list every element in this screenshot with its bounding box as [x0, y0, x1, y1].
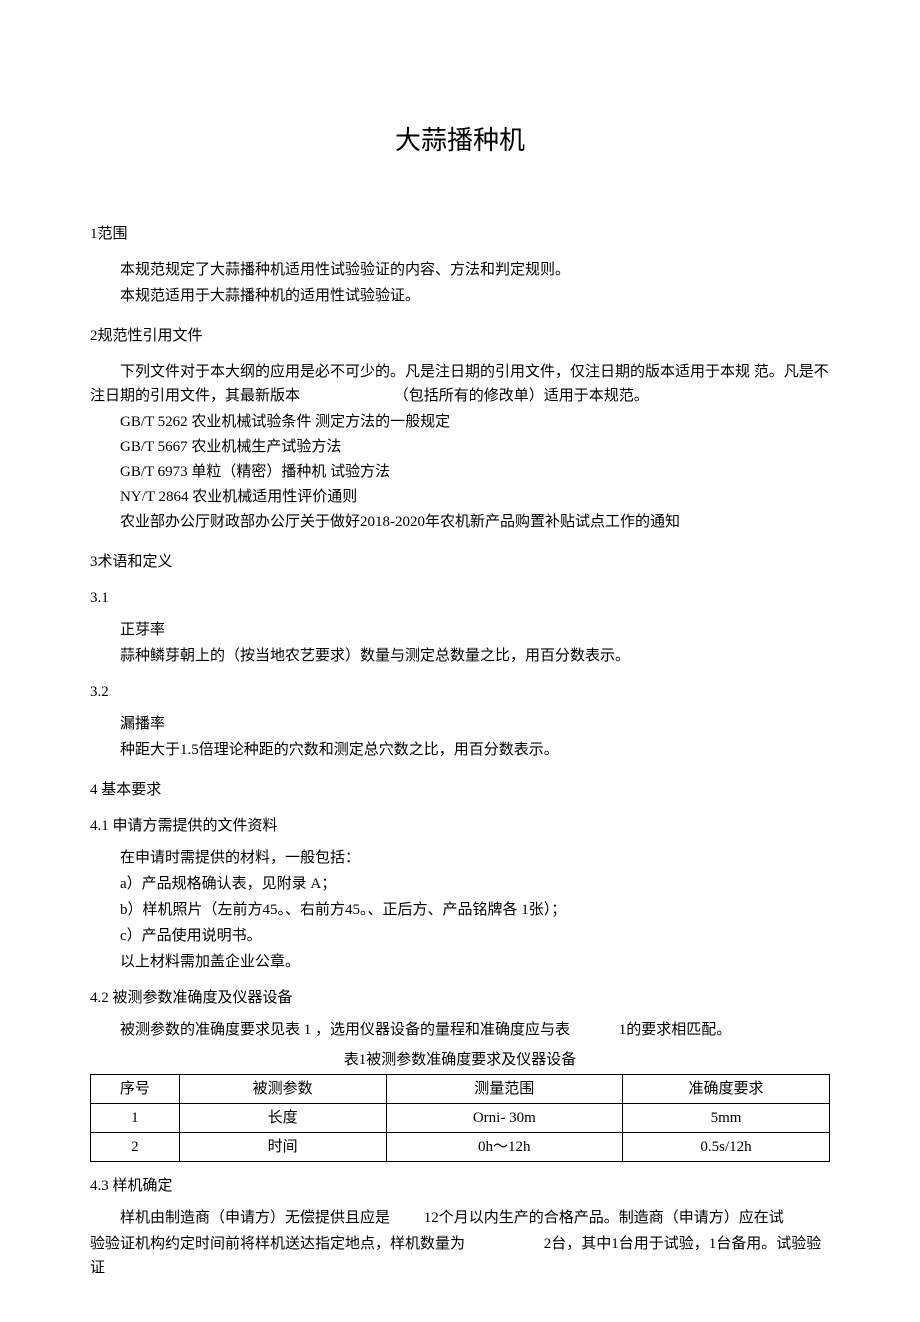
- table-header-row: 序号 被测参数 测量范围 准确度要求: [91, 1074, 830, 1103]
- s2-ref-0: GB/T 5262 农业机械试验条件 测定方法的一般规定: [90, 410, 830, 434]
- s2-ref-1: GB/T 5667 农业机械生产试验方法: [90, 435, 830, 459]
- s4-2-heading: 4.2 被测参数准确度及仪器设备: [90, 986, 830, 1010]
- th-acc: 准确度要求: [623, 1074, 830, 1103]
- cell-1-3: 5mm: [623, 1103, 830, 1132]
- cell-1-1: 长度: [179, 1103, 386, 1132]
- s4-1-c: c）产品使用说明书。: [90, 924, 830, 948]
- th-param: 被测参数: [179, 1074, 386, 1103]
- s4-3-p2-a: 验验证机构约定时间前将样机送达指定地点，样机数量为: [90, 1236, 465, 1252]
- s2-intro-b: （包括所有的修改单）适用于本规范。: [304, 388, 649, 404]
- cell-2-2: 0h～12h: [386, 1132, 622, 1161]
- th-seq: 序号: [91, 1074, 180, 1103]
- s4-1-heading: 4.1 申请方需提供的文件资料: [90, 814, 830, 838]
- s2-ref-4: 农业部办公厅财政部办公厅关于做好2018-2020年农机新产品购置补贴试点工作的…: [90, 510, 830, 534]
- s3-2-def: 种距大于1.5倍理论种距的穴数和测定总穴数之比，用百分数表示。: [90, 738, 830, 762]
- th-range: 测量范围: [386, 1074, 622, 1103]
- s4-1-b: b）样机照片（左前方45。、右前方45。、正后方、产品铭牌各 1张）；: [90, 898, 830, 922]
- s4-2-p: 被测参数的准确度要求见表 1 ，选用仪器设备的量程和准确度应与表 1的要求相匹配…: [90, 1018, 830, 1042]
- table-row: 2 时间 0h～12h 0.5s/12h: [91, 1132, 830, 1161]
- s4-2-p-a: 被测参数的准确度要求见表 1 ，选用仪器设备的量程和准确度应与表: [120, 1022, 570, 1038]
- s4-2-p-b: 1的要求相匹配。: [574, 1022, 732, 1038]
- s3-2-name: 漏播率: [90, 712, 830, 736]
- s4-1-foot: 以上材料需加盖企业公章。: [90, 950, 830, 974]
- cell-2-1: 时间: [179, 1132, 386, 1161]
- section-3-heading: 3术语和定义: [90, 550, 830, 574]
- cell-2-3: 0.5s/12h: [623, 1132, 830, 1161]
- s4-3-p1-b: 12个月以内生产的合格产品。制造商（申请方）应在试: [394, 1210, 784, 1226]
- s4-3-heading: 4.3 样机确定: [90, 1174, 830, 1198]
- s1-p2: 本规范适用于大蒜播种机的适用性试验验证。: [90, 284, 830, 308]
- s3-1-num: 3.1: [90, 586, 830, 610]
- s2-ref-2: GB/T 6973 单粒（精密）播种机 试验方法: [90, 460, 830, 484]
- s2-intro: 下列文件对于本大纲的应用是必不可少的。凡是注日期的引用文件，仅注日期的版本适用于…: [90, 360, 830, 408]
- doc-title: 大蒜播种机: [90, 120, 830, 162]
- s2-ref-3: NY/T 2864 农业机械适用性评价通则: [90, 485, 830, 509]
- cell-1-0: 1: [91, 1103, 180, 1132]
- table1-caption: 表1被测参数准确度要求及仪器设备: [90, 1048, 830, 1072]
- s4-1-a: a）产品规格确认表，见附录 A；: [90, 872, 830, 896]
- table-row: 1 长度 Orni- 30m 5mm: [91, 1103, 830, 1132]
- section-4-heading: 4 基本要求: [90, 778, 830, 802]
- cell-1-2: Orni- 30m: [386, 1103, 622, 1132]
- s1-p1: 本规范规定了大蒜播种机适用性试验验证的内容、方法和判定规则。: [90, 258, 830, 282]
- cell-2-0: 2: [91, 1132, 180, 1161]
- s3-1-name: 正芽率: [90, 618, 830, 642]
- s4-3-p2: 验验证机构约定时间前将样机送达指定地点，样机数量为 2台，其中1台用于试验，1台…: [90, 1232, 830, 1280]
- s4-1-intro: 在申请时需提供的材料，一般包括：: [90, 846, 830, 870]
- s4-3-p1: 样机由制造商（申请方）无偿提供且应是 12个月以内生产的合格产品。制造商（申请方…: [90, 1206, 830, 1230]
- table1: 序号 被测参数 测量范围 准确度要求 1 长度 Orni- 30m 5mm 2 …: [90, 1074, 830, 1162]
- section-1-heading: 1范围: [90, 222, 830, 246]
- section-2-heading: 2规范性引用文件: [90, 324, 830, 348]
- s3-1-def: 蒜种鳞芽朝上的（按当地农艺要求）数量与测定总数量之比，用百分数表示。: [90, 644, 830, 668]
- s3-2-num: 3.2: [90, 680, 830, 704]
- s4-3-p1-a: 样机由制造商（申请方）无偿提供且应是: [120, 1210, 390, 1226]
